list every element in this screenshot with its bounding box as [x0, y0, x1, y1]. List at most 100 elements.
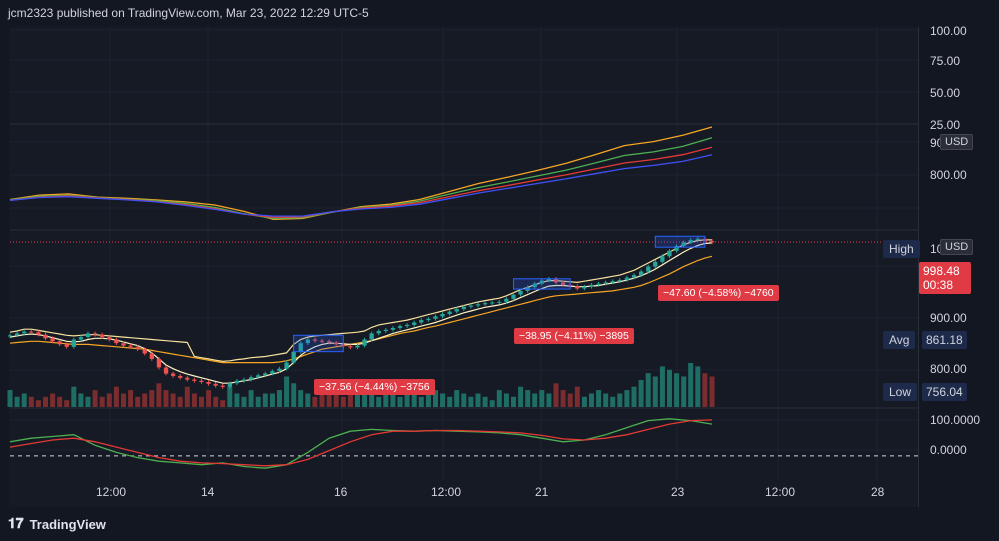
candle-body — [263, 373, 268, 376]
volume-bar — [482, 396, 488, 407]
publisher-line: jcm2323 published on TradingView.com, Ma… — [8, 6, 369, 20]
candle-body — [43, 334, 48, 339]
currency-chip[interactable]: USD — [940, 239, 974, 255]
candle-body — [660, 256, 665, 262]
candle-body — [171, 373, 176, 376]
volume-bar — [496, 390, 502, 407]
candle-body — [454, 309, 459, 312]
volume-bar — [248, 390, 254, 407]
x-tick-label: 21 — [535, 485, 549, 499]
volume-bar — [539, 390, 545, 407]
avg-label: Avg — [889, 333, 910, 347]
volume-bar — [532, 393, 538, 407]
volume-bar — [702, 373, 708, 407]
volume-bar — [475, 393, 481, 407]
footer: 𝟏𝟕 TradingView — [0, 507, 999, 541]
price-range-box-0 — [293, 334, 344, 353]
volume-bar — [589, 393, 594, 407]
volume-bar — [78, 393, 84, 407]
candle-body — [199, 380, 204, 382]
candle-body — [475, 304, 481, 306]
low-value-tag: 756.04 — [922, 383, 967, 401]
volume-bar — [376, 396, 382, 407]
volume-bar — [206, 390, 212, 407]
candle-body — [156, 358, 162, 368]
chart-frame[interactable] — [9, 27, 919, 507]
volume-bar — [440, 393, 446, 407]
volume-bar — [163, 390, 169, 407]
volume-bar — [411, 390, 417, 407]
volume-bar — [709, 376, 715, 407]
volume-bar — [560, 390, 566, 407]
volume-bar — [652, 376, 658, 407]
volume-bar — [603, 393, 609, 407]
candle-body — [114, 339, 119, 344]
bar-countdown: 00:38 — [923, 278, 954, 292]
y-tick-label: 100.00 — [930, 24, 967, 38]
volume-bar — [64, 400, 70, 407]
candle-body — [561, 282, 566, 285]
measure-label[interactable]: −37.56 (−4.44%) −3756 — [314, 379, 435, 395]
x-tick-label: 12:00 — [765, 485, 796, 499]
candle-body — [64, 344, 69, 347]
volume-bar — [461, 393, 467, 407]
volume-bar — [617, 393, 623, 407]
volume-bar — [326, 393, 332, 407]
candle-body — [7, 335, 13, 337]
candle-body — [135, 346, 140, 350]
tradingview-logo[interactable]: 𝟏𝟕 TradingView — [8, 516, 106, 532]
candle-body — [50, 338, 55, 342]
x-tick-label: 28 — [871, 485, 885, 499]
volume-bar — [85, 396, 91, 407]
candle-body — [405, 324, 410, 327]
candle-body — [433, 316, 438, 319]
candle-body — [256, 375, 261, 378]
candle-body — [617, 280, 622, 282]
measure-label[interactable]: −47.60 (−4.58%) −4760 — [658, 285, 779, 301]
candle-body — [220, 385, 225, 387]
high-label-tag: High — [883, 240, 920, 258]
publisher-bar: jcm2323 published on TradingView.com, Ma… — [0, 0, 999, 26]
volume-bar — [305, 393, 311, 407]
candle-body — [695, 238, 700, 240]
brand-name: TradingView — [29, 516, 106, 532]
candle-body — [348, 346, 353, 348]
volume-bar — [468, 396, 474, 407]
candle-body — [192, 379, 197, 381]
candle-body — [447, 311, 452, 314]
volume-bar — [695, 366, 701, 407]
volume-bar — [149, 390, 155, 407]
candle-body — [121, 343, 126, 346]
candle-body — [589, 284, 594, 287]
candle-body — [128, 345, 133, 347]
candle-body — [610, 281, 615, 283]
volume-bar — [674, 373, 680, 407]
measure-label[interactable]: −38.95 (−4.11%) −3895 — [514, 328, 634, 344]
avg-label-tag: Avg — [883, 331, 916, 349]
candle-body — [93, 333, 98, 335]
volume-bar — [681, 376, 687, 407]
y-tick-label: 25.00 — [930, 118, 961, 132]
volume-bar — [7, 390, 13, 407]
candle-body — [582, 286, 587, 289]
last-price-tag: 998.48 00:38 — [919, 262, 971, 294]
candle-body — [674, 246, 679, 251]
candle-body — [426, 318, 431, 321]
candle-body — [539, 280, 544, 284]
moving-average-line-3 — [9, 154, 713, 217]
candle-body — [362, 339, 367, 346]
candle-body — [511, 294, 516, 299]
time-axis[interactable]: 12:00 14 16 12:00 21 23 12:00 28 — [0, 481, 999, 507]
volume-bar — [418, 396, 424, 407]
volume-bar — [262, 393, 268, 407]
y-tick-label: 75.00 — [930, 54, 961, 68]
volume-bar — [298, 390, 304, 407]
candle-body — [319, 340, 325, 342]
candle-body — [497, 301, 502, 303]
price-scale[interactable]: 100.00 75.00 50.00 25.00 900.00 USD 800.… — [883, 24, 999, 481]
volume-bar — [142, 393, 148, 407]
volume-bar — [383, 390, 389, 407]
currency-chip[interactable]: USD — [940, 134, 974, 150]
candle-body — [85, 333, 91, 337]
